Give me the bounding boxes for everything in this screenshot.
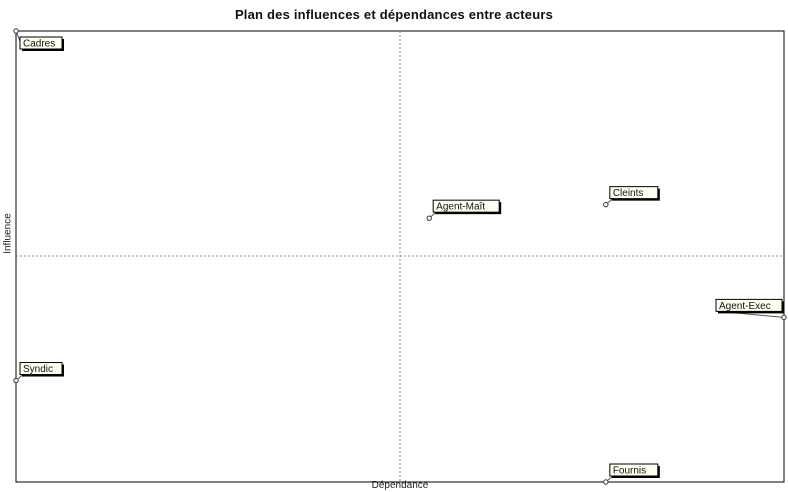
marker-agent-mait	[426, 215, 432, 221]
point-cadres: Cadres	[13, 28, 64, 51]
point-label-agent-mait: Agent-Maît	[436, 202, 485, 213]
point-label-syndic: Syndic	[23, 364, 53, 375]
marker-syndic	[13, 377, 19, 384]
point-fournis: Fournis	[603, 463, 660, 485]
point-label-fournis: Fournis	[613, 466, 646, 477]
point-label-cadres: Cadres	[23, 39, 55, 50]
point-label-agent-exec: Agent-Exec	[719, 301, 771, 312]
point-cleints: Cleints	[603, 186, 660, 208]
point-agent-exec: Agent-Exec	[715, 298, 787, 321]
chart-title: Plan des influences et dépendances entre…	[234, 7, 554, 22]
marker-cadres	[13, 28, 19, 34]
label-box-syndic	[19, 362, 63, 376]
marker-agent-exec	[781, 314, 787, 321]
label-box-fournis	[609, 463, 659, 477]
point-syndic: Syndic	[13, 362, 64, 384]
point-agent-mait: Agent-Maît	[426, 199, 502, 221]
marker-fournis	[603, 479, 609, 485]
marker-cleints	[603, 201, 609, 208]
label-box-cadres	[19, 36, 63, 50]
label-box-agent-mait	[432, 199, 500, 213]
point-label-cleints: Cleints	[613, 188, 644, 199]
label-box-agent-exec	[715, 298, 783, 312]
label-box-cleints	[609, 186, 659, 200]
x-axis-label: Dépendance	[371, 480, 429, 491]
